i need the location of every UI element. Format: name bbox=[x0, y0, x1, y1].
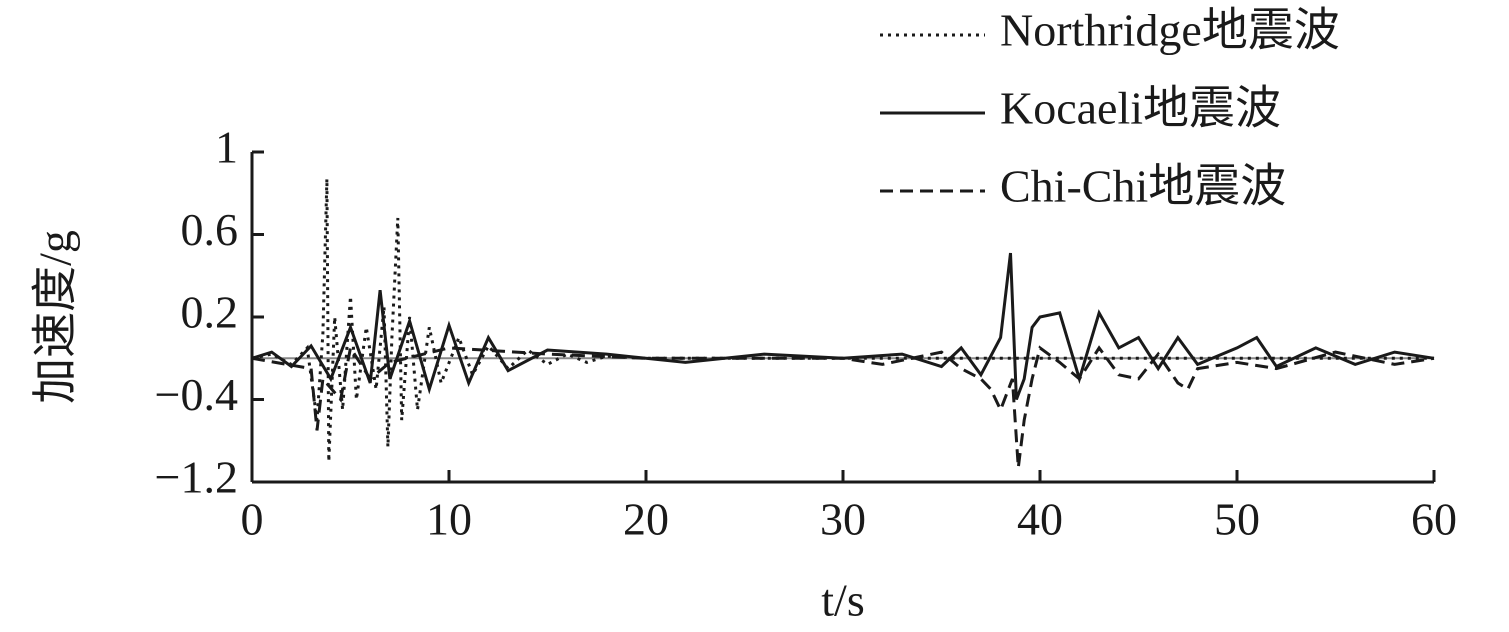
x-tick-label: 40 bbox=[1017, 494, 1063, 545]
y-tick-label: 1 bbox=[215, 122, 238, 173]
y-axis-label: 加速度/g bbox=[30, 230, 81, 404]
series-line bbox=[251, 252, 1435, 401]
y-tick-label: 0.6 bbox=[181, 204, 239, 255]
x-tick-label: 50 bbox=[1214, 494, 1260, 545]
legend-label: Chi-Chi地震波 bbox=[1000, 161, 1286, 212]
x-tick-label: 60 bbox=[1411, 494, 1457, 545]
series-line bbox=[251, 178, 1434, 462]
y-tick-label: 0.2 bbox=[181, 287, 239, 338]
series-line bbox=[251, 343, 1435, 468]
x-axis-label: t/s bbox=[821, 575, 864, 626]
x-tick-label: 0 bbox=[241, 494, 264, 545]
x-tick-label: 30 bbox=[820, 494, 866, 545]
y-tick-label: −1.2 bbox=[155, 452, 238, 503]
y-tick-label: −0.4 bbox=[155, 369, 238, 420]
legend-label: Kocaeli地震波 bbox=[1000, 83, 1281, 134]
x-tick-label: 10 bbox=[426, 494, 472, 545]
legend-label: Northridge地震波 bbox=[1000, 5, 1340, 56]
x-tick-label: 20 bbox=[623, 494, 669, 545]
